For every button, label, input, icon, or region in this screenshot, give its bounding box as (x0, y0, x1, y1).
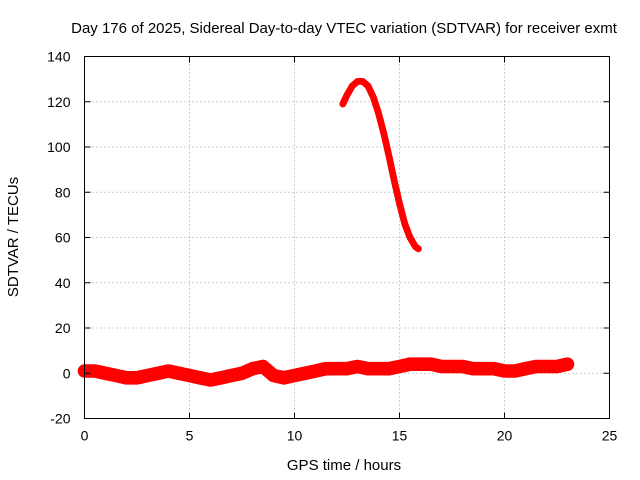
data-point (197, 374, 203, 381)
series-line-1 (339, 78, 422, 253)
y-tick-label: 40 (55, 275, 71, 291)
data-point (365, 365, 371, 372)
data-point (396, 200, 403, 207)
x-axis-title: GPS time / hours (287, 457, 401, 474)
data-point (512, 367, 518, 374)
x-tick-label: 10 (287, 428, 303, 444)
chart-title: Day 176 of 2025, Sidereal Day-to-day VTE… (71, 20, 618, 37)
x-tick-label: 20 (497, 428, 513, 444)
x-tick-label: 5 (186, 428, 194, 444)
data-point (270, 372, 277, 379)
x-tick-label: 25 (602, 428, 618, 444)
x-tick-label: 15 (392, 428, 408, 444)
axis-ticks (84, 56, 610, 419)
data-point (218, 374, 224, 381)
y-tick-label: 60 (55, 230, 71, 246)
data-point (281, 374, 287, 381)
data-point (412, 243, 419, 250)
data-point (480, 365, 487, 372)
data-point (92, 367, 98, 374)
data-point (386, 153, 392, 160)
data-point (155, 370, 161, 377)
tick-labels: 0 5 10 15 20 25 -20 0 20 40 60 80 100 120 140 (47, 49, 617, 444)
data-point (344, 91, 350, 98)
y-tick-label: -20 (50, 411, 70, 427)
data-point (113, 372, 119, 379)
data-point (134, 374, 140, 381)
data-point (207, 377, 214, 384)
data-point (543, 363, 550, 370)
data-point (491, 365, 497, 372)
data-point (449, 363, 455, 370)
data-point (312, 367, 319, 374)
data-point (375, 365, 382, 372)
y-axis-title: SDTVAR / TECUs (5, 177, 22, 297)
data-point (144, 372, 151, 379)
data-series (77, 78, 575, 387)
data-point (522, 365, 529, 372)
data-point (564, 361, 571, 368)
grid-lines (84, 56, 610, 419)
data-point (291, 372, 298, 379)
data-point (391, 177, 398, 184)
data-point (302, 370, 308, 377)
y-tick-label: 100 (47, 139, 71, 155)
data-point (380, 130, 387, 137)
data-point (407, 234, 413, 241)
data-point (554, 363, 560, 370)
data-point (323, 365, 329, 372)
data-point (260, 363, 266, 370)
data-point (396, 363, 403, 370)
y-tick-label: 120 (47, 94, 71, 110)
data-point (415, 245, 422, 252)
data-point (165, 367, 172, 374)
data-point (333, 365, 340, 372)
data-point (359, 78, 366, 85)
y-tick-label: 140 (47, 49, 71, 65)
data-point (344, 365, 350, 372)
data-point (375, 110, 382, 117)
x-tick-label: 0 (81, 428, 89, 444)
y-tick-label: 0 (63, 365, 71, 381)
data-point (239, 370, 245, 377)
data-point (401, 220, 408, 227)
data-point (176, 370, 182, 377)
data-point (470, 365, 476, 372)
y-tick-label: 20 (55, 320, 71, 336)
data-point (370, 94, 377, 101)
data-point (533, 363, 539, 370)
data-point (354, 363, 361, 370)
data-point (186, 372, 193, 379)
data-point (354, 78, 361, 85)
data-point (459, 363, 466, 370)
data-point (386, 365, 392, 372)
y-tick-label: 80 (55, 184, 71, 200)
data-point (339, 101, 346, 108)
data-point (228, 372, 235, 379)
data-point (123, 374, 130, 381)
data-point (102, 370, 109, 377)
data-point (349, 82, 356, 89)
data-point (365, 82, 371, 89)
data-point (249, 365, 256, 372)
data-point (438, 363, 445, 370)
data-point (417, 361, 424, 368)
data-point (501, 367, 508, 374)
data-point (428, 361, 434, 368)
data-point (407, 361, 413, 368)
